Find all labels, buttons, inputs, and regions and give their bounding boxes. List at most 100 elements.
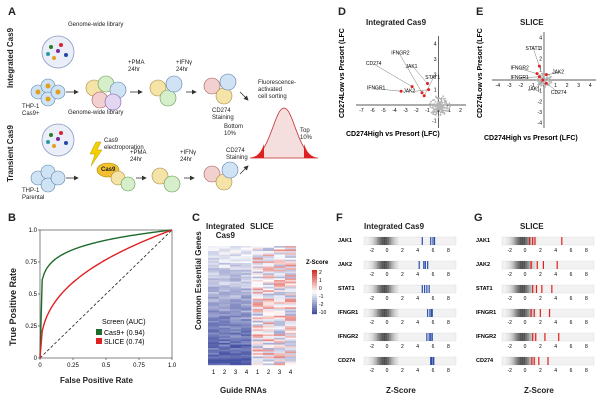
- heatmap-cell: [285, 358, 296, 361]
- zpanel-g-tick-label: 6: [570, 320, 573, 326]
- heatmap-cell: [208, 276, 219, 279]
- zpanel-g-tick-label: 6: [570, 368, 573, 374]
- zpanel-g-tick-label: -2: [507, 320, 512, 326]
- zpanel-f-density: [392, 285, 395, 293]
- heatmap-cell: [285, 259, 296, 262]
- zpanel-f-density: [368, 357, 370, 365]
- heatmap-cell: [230, 274, 241, 277]
- heatmap-cell: [208, 286, 219, 289]
- heatmap-cell: [252, 285, 263, 287]
- zpanel-g-density: [534, 357, 537, 365]
- heatmap-cell: [219, 259, 230, 262]
- heatmap-cell: [219, 300, 230, 303]
- heatmap-cell: [285, 356, 296, 359]
- heatmap-cell: [252, 268, 263, 270]
- scatter-d-point: [446, 107, 448, 110]
- scatter-d-point: [432, 113, 434, 115]
- heatmap-cell: [263, 271, 274, 274]
- heatmap-cell: [219, 266, 230, 269]
- heatmap-cell: [274, 283, 285, 286]
- roc-legend-title: Screen (AUC): [102, 319, 146, 326]
- heatmap-col-label: 4: [289, 370, 293, 376]
- colorbar-segment: [312, 294, 317, 297]
- heatmap-cell: [230, 251, 241, 253]
- zpanel-g-density: [521, 237, 524, 245]
- heatmap-cell: [263, 300, 274, 303]
- heatmap-cell: [219, 310, 230, 313]
- zpanel-f-tick-label: -2: [369, 272, 374, 278]
- zpanel-f-density: [369, 261, 372, 269]
- zpanel-g-density: [517, 357, 520, 365]
- heatmap-cell: [219, 332, 230, 335]
- heatmap-cell: [219, 346, 230, 349]
- heatmap-cell: [285, 349, 296, 352]
- heatmap-cell: [285, 314, 296, 316]
- heatmap-cell: [252, 334, 263, 337]
- heatmap-cell: [252, 254, 263, 257]
- heatmap-cell: [274, 280, 285, 282]
- zpanel-f-tick-label: 6: [432, 272, 435, 278]
- zpanel-g-density: [517, 285, 520, 293]
- heatmap-cell: [230, 259, 241, 262]
- heatmap-cell: [208, 317, 219, 320]
- heatmap-cell: [219, 361, 230, 364]
- heatmap-cell: [285, 249, 296, 252]
- scatter-d-point: [440, 97, 443, 99]
- heatmap-cell: [219, 305, 230, 308]
- zpanel-f-density: [373, 261, 376, 269]
- colorbar-segment: [312, 310, 317, 313]
- zpanel-g-density: [507, 237, 510, 245]
- heatmap-cell: [241, 358, 252, 361]
- heatmap-cell: [208, 324, 219, 327]
- heatmap-cell: [252, 247, 263, 250]
- colorbar-segment: [312, 308, 317, 311]
- heatmap-cell: [252, 263, 263, 265]
- heatmap-cell: [230, 290, 241, 293]
- heatmap-cell: [263, 268, 274, 270]
- zpanel-f-density: [381, 261, 384, 269]
- scatter-e-hit: [535, 72, 539, 76]
- heatmap-cell: [219, 329, 230, 332]
- zpanel-g-density: [534, 261, 537, 269]
- heatmap-cell: [241, 268, 252, 270]
- zpanel-f-density: [390, 261, 393, 269]
- heatmap-cell: [263, 291, 274, 294]
- colorbar-segment: [312, 306, 317, 309]
- heatmap-cell: [208, 344, 219, 347]
- heatmap-cell: [230, 324, 241, 327]
- scatter-e-leader: [533, 49, 540, 67]
- heatmap-cell: [219, 286, 230, 289]
- heatmap-cell: [219, 298, 230, 301]
- heatmap-cell: [241, 354, 252, 357]
- heatmap-cell: [274, 288, 285, 291]
- heatmap-cell: [285, 251, 296, 253]
- zpanel-g: JAK1 -2 0 2 4 6 8 JAK2 -2 0 2 4 6 8 STAT1 -2 0 2 4 6 8 IFNGR1…: [476, 236, 595, 374]
- scatter-d-point: [437, 101, 439, 103]
- heatmap-cell: [274, 257, 285, 260]
- heatmap-cell: [263, 293, 274, 296]
- zpanel-g-density: [519, 237, 522, 245]
- heatmap-cell: [274, 363, 285, 366]
- zpanel-g-density: [525, 237, 527, 245]
- heatmap-cell: [274, 317, 285, 320]
- heatmap-cell: [252, 363, 263, 366]
- heatmap-cell: [263, 290, 274, 293]
- zpanel-g-tick-label: 8: [585, 248, 588, 254]
- heatmap-cell: [230, 291, 241, 294]
- zpanel-g-density: [519, 309, 522, 317]
- scatter-d-point: [446, 110, 448, 113]
- heatmap-cell: [241, 363, 252, 366]
- heatmap-cell: [263, 322, 274, 325]
- zpanel-f-density: [387, 357, 389, 365]
- heatmap-cell: [274, 251, 285, 253]
- scatter-d-point: [444, 97, 446, 100]
- zpanel-f-tick-label: 8: [447, 272, 450, 278]
- heatmap-cell: [230, 256, 241, 259]
- heatmap-cell: [208, 254, 219, 257]
- scatter-d-xtick: -5: [381, 108, 386, 114]
- staining-label-2: CD274 Staining: [226, 148, 248, 161]
- scatter-d-gene-label: IFNGR2: [391, 50, 410, 56]
- colorbar-segment: [312, 284, 317, 287]
- heatmap-cell: [230, 281, 241, 284]
- heatmap-cell: [230, 339, 241, 342]
